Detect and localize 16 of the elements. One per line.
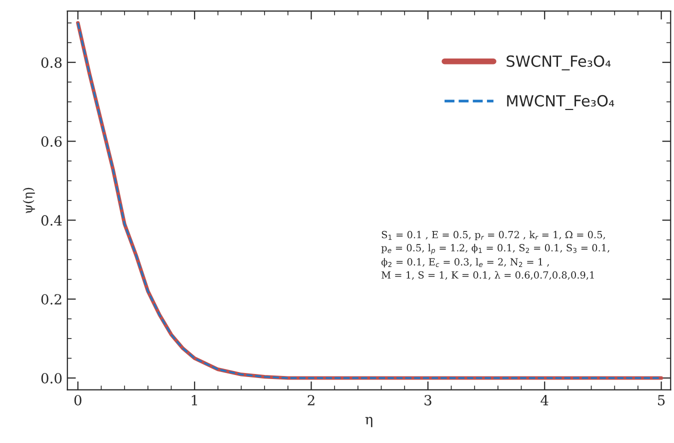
y-tick-label: 0.2	[41, 294, 62, 305]
x-tick-label: 5	[658, 395, 665, 406]
x-tick-label: 1	[192, 394, 198, 406]
y-tick-label: 0.6	[41, 136, 62, 147]
x-tick-label: 3	[424, 394, 432, 406]
y-tick-label: 0.0	[41, 372, 62, 384]
x-tick-label: 0	[74, 394, 82, 406]
x-tick-label: 4	[540, 394, 548, 406]
y-tick-label: 0.4	[41, 215, 62, 226]
x-axis-title: η	[365, 416, 372, 428]
legend-label: MWCNT_Fe₃O₄	[507, 95, 614, 110]
text: S$_{1}$ = 0.1 , E = 0.5, p$_{r}$ = 0.72 , k$_{r}$ = 1, Ω = 0.5, p$_{e}$ = 0.5, l$_{p}$ = 1.2, ϕ$_{1}$ = 0.1, S$_{2}$ = 0.1, S$_{3}$ = 0.1, ϕ$_{2}$ = 0.1, E$_{c}$ = 0.3, l$_{e}$ = 2, N$_{2}$ = 1 , M = 1, S = 1, K = 0.1, λ = 0.6,0.7,0.8,0.9,1	[381, 230, 610, 280]
y-axis-title: ψ(η)	[22, 188, 35, 214]
x-tick-label: 2	[308, 394, 314, 406]
y-tick-label: 0.8	[41, 57, 62, 68]
legend-label: SWCNT_Fe₃O₄	[506, 55, 611, 70]
